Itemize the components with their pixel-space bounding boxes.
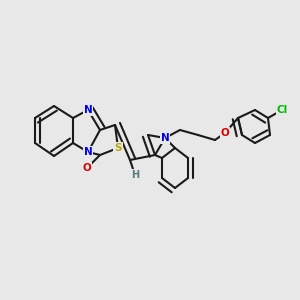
Text: N: N <box>160 133 169 143</box>
Text: Cl: Cl <box>276 105 288 115</box>
Text: N: N <box>84 147 92 157</box>
Text: O: O <box>220 128 230 138</box>
Text: N: N <box>84 105 92 115</box>
Text: H: H <box>131 170 139 180</box>
Text: S: S <box>114 143 122 153</box>
Text: O: O <box>82 163 91 173</box>
